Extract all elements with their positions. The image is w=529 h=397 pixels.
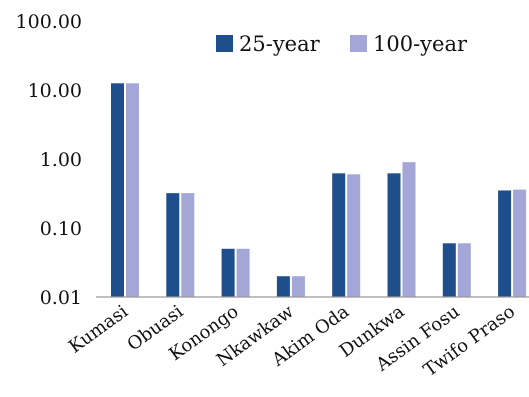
bar-100-year-obuasi	[181, 193, 195, 297]
y-tick-label: 10.00	[28, 80, 82, 102]
bar-100-year-twifo-praso	[513, 189, 527, 297]
legend-label: 25-year	[239, 32, 321, 56]
legend: 25-year 100-year	[216, 32, 468, 56]
y-tick-label: 0.10	[40, 218, 82, 240]
bar-100-year-kumasi	[126, 83, 139, 298]
bar-25-year-twifo-praso	[498, 190, 512, 297]
bar-25-year-dunkwa	[387, 173, 401, 297]
category-label: Kumasi	[65, 301, 132, 358]
y-axis-ticks: 0.01 0.10 1.00 10.00 100.00	[16, 11, 82, 309]
bar-25-year-obuasi	[166, 193, 180, 297]
bar-100-year-nkawkaw	[291, 276, 305, 297]
bar-100-year-dunkwa	[402, 162, 416, 297]
bar-25-year-nkawkaw	[276, 276, 290, 297]
bar-25-year-akim-oda	[332, 173, 346, 297]
bar-25-year-assin-fosu	[442, 243, 456, 297]
bar-100-year-akim-oda	[347, 174, 361, 297]
y-tick-label: 0.01	[40, 287, 82, 309]
bar-25-year-kumasi	[111, 83, 124, 298]
legend-label: 100-year	[373, 32, 468, 56]
y-tick-label: 1.00	[40, 149, 82, 171]
legend-swatch	[216, 35, 233, 52]
legend-swatch	[350, 35, 367, 52]
bar-100-year-assin-fosu	[457, 243, 471, 297]
bar-100-year-konongo	[236, 248, 250, 297]
bars	[111, 83, 527, 298]
y-tick-label: 100.00	[16, 11, 82, 33]
bar-25-year-konongo	[221, 248, 235, 297]
